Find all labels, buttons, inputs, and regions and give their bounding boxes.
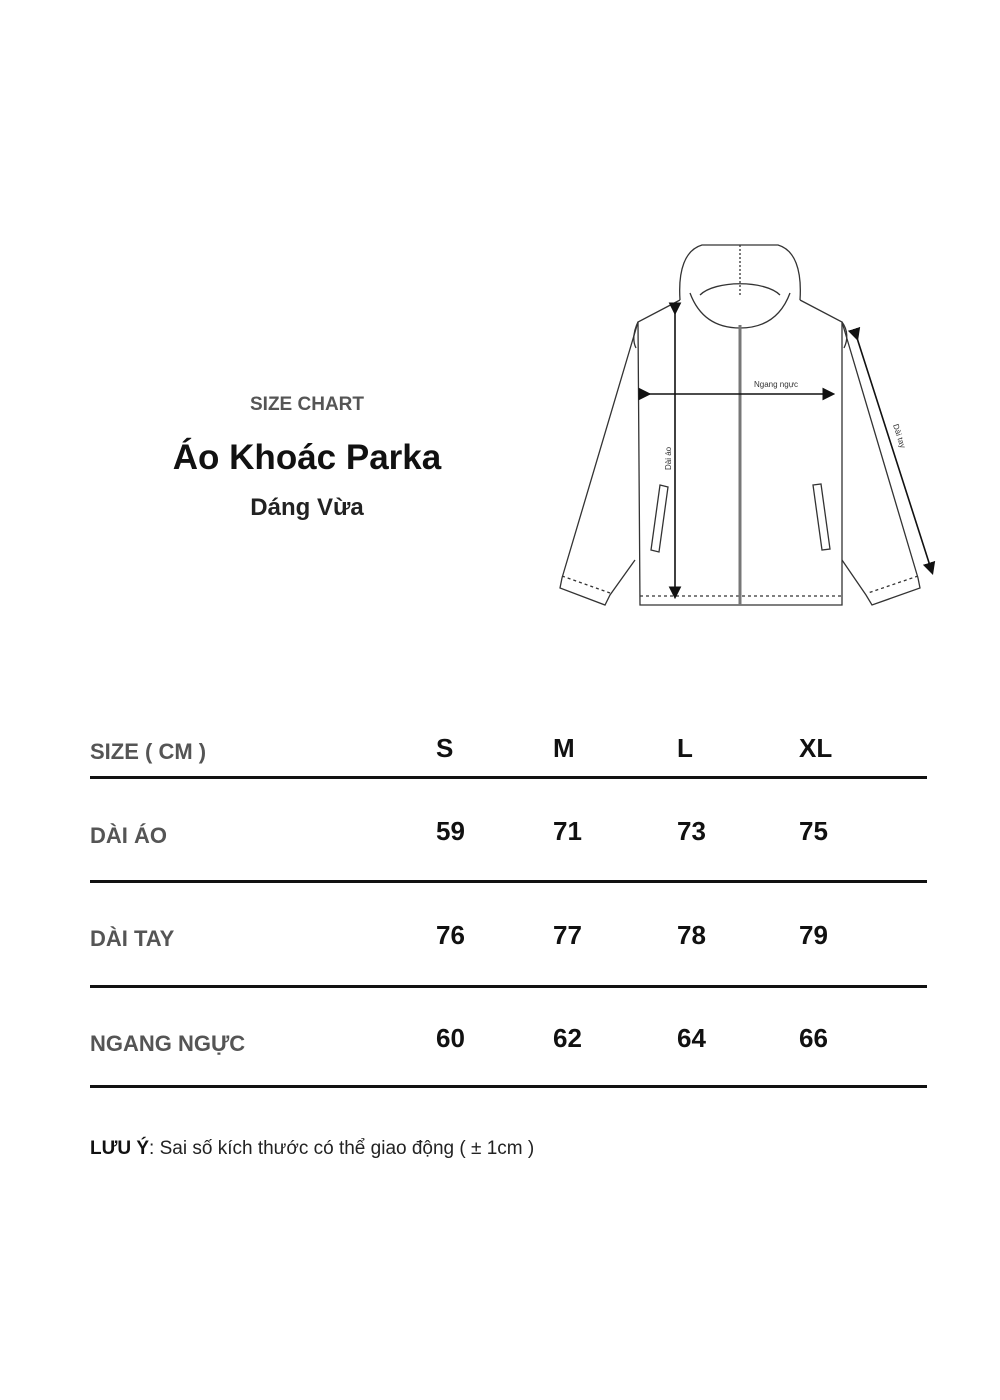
table-cell: 66 bbox=[799, 1023, 828, 1053]
note-text: : Sai số kích thước có thể giao động ( ±… bbox=[149, 1138, 535, 1159]
table-cell: 73 bbox=[677, 816, 706, 846]
divider bbox=[90, 880, 927, 883]
row-label-length: DÀI ÁO bbox=[90, 823, 167, 848]
table-cell: 60 bbox=[436, 1023, 465, 1053]
table-cell: 76 bbox=[436, 920, 465, 950]
table-cell: 64 bbox=[677, 1023, 706, 1053]
table-cell: 75 bbox=[799, 816, 828, 846]
size-header-label: SIZE ( CM ) bbox=[90, 739, 207, 764]
row-label-sleeve: DÀI TAY bbox=[90, 926, 175, 951]
size-l: L bbox=[677, 733, 693, 763]
row-label-chest: NGANG NGỰC bbox=[90, 1031, 246, 1056]
product-title: Áo Khoác Parka bbox=[172, 438, 442, 477]
sleeve-arrow bbox=[847, 326, 936, 576]
table-cell: 71 bbox=[553, 816, 582, 846]
size-xl: XL bbox=[799, 733, 833, 763]
divider bbox=[90, 985, 927, 988]
size-chart-eyebrow: SIZE CHART bbox=[250, 394, 364, 415]
table-cell: 79 bbox=[799, 920, 828, 950]
table-cell: 77 bbox=[553, 920, 582, 950]
table-cell: 59 bbox=[436, 816, 465, 846]
tolerance-note: LƯU Ý: Sai số kích thước có thể giao độn… bbox=[90, 1138, 534, 1160]
size-s: S bbox=[436, 733, 454, 763]
sleeve-label: Dài tay bbox=[891, 423, 907, 449]
jacket-diagram: Ngang ngực Dài áo Dài tay bbox=[559, 244, 936, 606]
divider bbox=[90, 776, 927, 779]
table-cell: 62 bbox=[553, 1023, 582, 1053]
note-label: LƯU Ý bbox=[90, 1138, 150, 1159]
divider bbox=[90, 1085, 927, 1088]
chest-label: Ngang ngực bbox=[754, 380, 798, 389]
fit-subtitle: Dáng Vừa bbox=[250, 494, 364, 521]
size-m: M bbox=[553, 733, 575, 763]
length-label: Dài áo bbox=[664, 446, 673, 470]
table-cell: 78 bbox=[677, 920, 706, 950]
